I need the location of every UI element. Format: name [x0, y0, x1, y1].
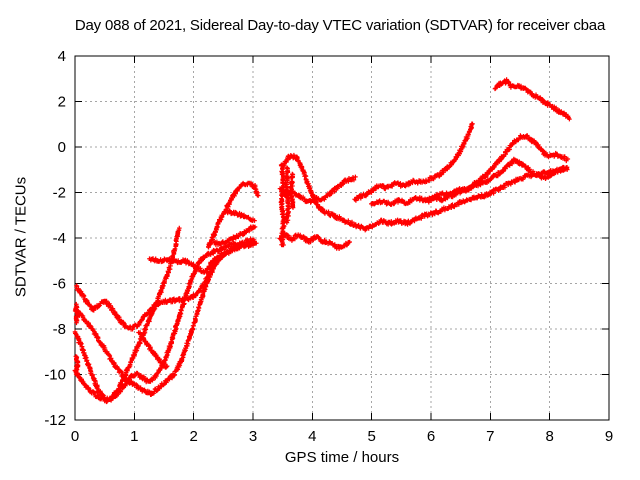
grid-lines [75, 56, 609, 420]
x-tick-label: 9 [605, 428, 613, 445]
sat-arc-15 [423, 133, 571, 205]
sat-arc-16 [492, 77, 572, 122]
x-tick-label: 4 [308, 428, 316, 445]
sat-arc-08 [224, 208, 257, 223]
start-scatter-05 [288, 171, 296, 210]
x-axis-title: GPS time / hours [284, 449, 400, 466]
x-tick-label: 8 [545, 428, 553, 445]
y-tick-label: 2 [58, 94, 66, 111]
chart-title: Day 088 of 2021, Sidereal Day-to-day VTE… [74, 17, 606, 34]
sat-arc-12 [277, 231, 352, 251]
y-tick-label: -6 [53, 276, 66, 293]
y-tick-label: -4 [53, 230, 66, 247]
y-tick-label: -12 [44, 412, 66, 429]
x-tick-label: 1 [130, 428, 138, 445]
sat-arc-05 [136, 330, 170, 370]
y-tick-label: -8 [53, 321, 66, 338]
x-tick-label: 7 [486, 428, 494, 445]
y-tick-label: -2 [53, 185, 66, 202]
y-tick-label: 0 [58, 139, 66, 156]
start-scatter-01 [73, 301, 81, 326]
y-tick-label: 4 [58, 48, 66, 65]
sat-arc-03 [72, 225, 182, 402]
sat-arc-09 [211, 224, 258, 248]
start-scatter-02 [73, 354, 81, 378]
start-scatter-03 [278, 162, 287, 248]
x-tick-label: 6 [427, 428, 435, 445]
plot-border [74, 55, 610, 421]
y-tick-label: -10 [44, 367, 66, 384]
sat-arc-01 [74, 240, 259, 332]
start-scatter-04 [283, 165, 292, 225]
x-tick-label: 3 [249, 428, 257, 445]
x-tick-label: 0 [71, 428, 79, 445]
sat-arc-13 [352, 121, 475, 203]
x-tick-label: 2 [189, 428, 197, 445]
x-tick-label: 5 [367, 428, 375, 445]
sat-arc-06 [147, 250, 227, 275]
